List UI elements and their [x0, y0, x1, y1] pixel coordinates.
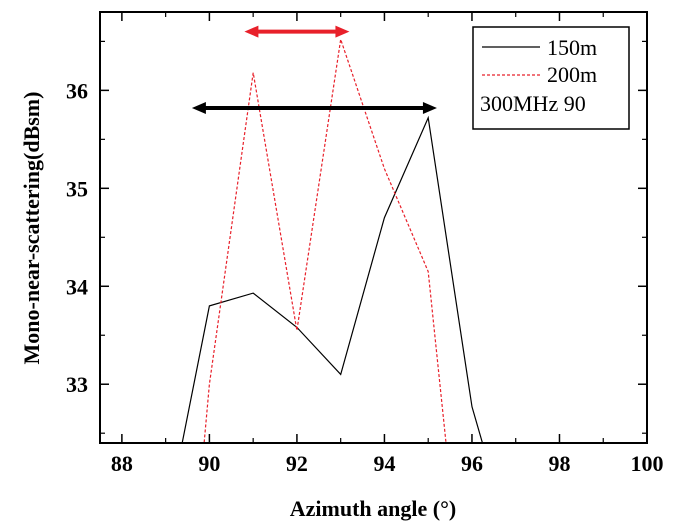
annotation-layer — [191, 25, 437, 114]
x-axis-title: Azimuth angle (°) — [290, 496, 456, 521]
legend-label-200m: 200m — [547, 62, 597, 87]
x-axis: 88 90 92 94 96 98 100 — [111, 12, 664, 476]
series-line-200m — [203, 39, 447, 443]
legend: 150m 200m 300MHz 90 — [472, 26, 630, 130]
red-double-arrow — [244, 25, 350, 38]
legend-extra-label: 300MHz 90 — [480, 91, 586, 116]
series-layer — [181, 39, 484, 443]
black-double-arrow — [191, 101, 437, 114]
x-tick-label: 90 — [198, 451, 220, 476]
legend-box — [472, 26, 630, 130]
x-tick-label: 92 — [286, 451, 308, 476]
plot-frame — [99, 11, 648, 444]
y-tick-label: 36 — [66, 78, 88, 103]
x-tick-label: 96 — [461, 451, 483, 476]
y-tick-label: 34 — [66, 274, 88, 299]
y-axis: 33 34 35 36 — [66, 40, 647, 434]
x-tick-label: 94 — [373, 451, 395, 476]
x-tick-label: 100 — [631, 451, 664, 476]
x-tick-label: 88 — [111, 451, 133, 476]
y-axis-title: Mono-near-scattering(dBsm) — [19, 92, 44, 365]
x-tick-label: 98 — [548, 451, 570, 476]
y-tick-label: 35 — [66, 176, 88, 201]
legend-label-150m: 150m — [547, 35, 597, 60]
y-tick-label: 33 — [66, 372, 88, 397]
series-line-150m — [181, 115, 484, 443]
